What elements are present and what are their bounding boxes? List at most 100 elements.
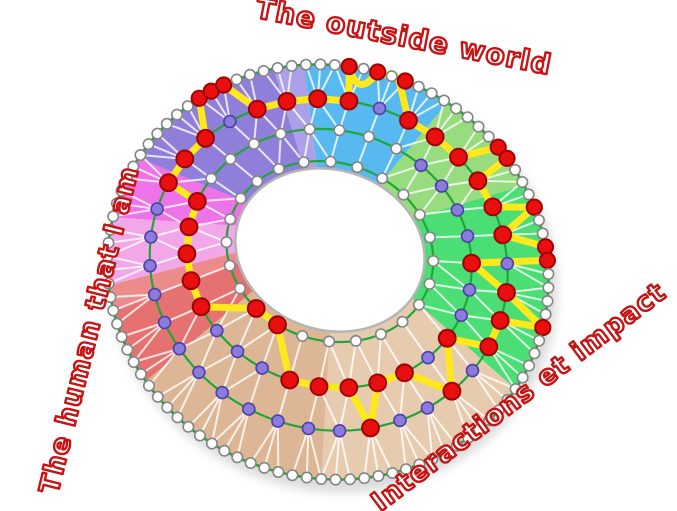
wheel-node[interactable]	[396, 315, 409, 328]
wheel-node[interactable]	[230, 73, 243, 86]
wheel-node[interactable]	[218, 444, 231, 457]
wheel-node[interactable]	[426, 452, 439, 465]
selected-node[interactable]	[489, 138, 507, 156]
wheel-node[interactable]	[215, 385, 229, 400]
selected-node[interactable]	[159, 173, 178, 193]
selected-node[interactable]	[498, 149, 516, 167]
wheel-node[interactable]	[220, 236, 233, 249]
wheel-node[interactable]	[522, 359, 535, 372]
wheel-node[interactable]	[271, 61, 284, 74]
wheel-node[interactable]	[397, 188, 410, 201]
wheel-node[interactable]	[528, 347, 541, 360]
wheel-node[interactable]	[438, 446, 451, 459]
wheel-node[interactable]	[121, 343, 134, 356]
wheel-node[interactable]	[182, 420, 195, 433]
wheel-node[interactable]	[372, 101, 387, 116]
wheel-node[interactable]	[111, 317, 124, 330]
wheel-node[interactable]	[297, 156, 310, 169]
wheel-node[interactable]	[421, 350, 435, 365]
selected-node[interactable]	[177, 244, 197, 264]
selected-node[interactable]	[462, 253, 482, 273]
wheel-node[interactable]	[171, 411, 184, 424]
wheel-node[interactable]	[423, 277, 436, 290]
wheel-node[interactable]	[412, 80, 425, 93]
wheel-node[interactable]	[301, 421, 316, 436]
wheel-node[interactable]	[434, 179, 449, 193]
wheel-node[interactable]	[376, 172, 389, 185]
selected-node[interactable]	[490, 311, 510, 330]
selected-node[interactable]	[309, 377, 329, 397]
wheel-node[interactable]	[315, 472, 328, 485]
wheel-node[interactable]	[144, 230, 158, 244]
wheel-node[interactable]	[285, 59, 298, 72]
wheel-node[interactable]	[143, 379, 156, 392]
wheel-node[interactable]	[147, 287, 162, 302]
wheel-node[interactable]	[115, 184, 128, 197]
selected-node[interactable]	[396, 72, 414, 90]
wheel-node[interactable]	[362, 130, 375, 143]
selected-node[interactable]	[449, 147, 468, 167]
wheel-node[interactable]	[223, 259, 236, 272]
selected-node[interactable]	[215, 76, 233, 94]
selected-node[interactable]	[187, 192, 207, 211]
wheel-node[interactable]	[224, 153, 237, 166]
wheel-node[interactable]	[205, 172, 218, 185]
wheel-node[interactable]	[393, 413, 407, 428]
wheel-node[interactable]	[151, 127, 164, 140]
wheel-node[interactable]	[462, 431, 475, 444]
wheel-node[interactable]	[450, 203, 465, 217]
wheel-node[interactable]	[438, 94, 451, 107]
wheel-node[interactable]	[386, 466, 399, 479]
wheel-node[interactable]	[465, 363, 480, 378]
selected-node[interactable]	[468, 171, 488, 191]
wheel-node[interactable]	[372, 469, 385, 482]
wheel-node[interactable]	[522, 188, 535, 201]
wheel-node[interactable]	[102, 277, 115, 290]
selected-node[interactable]	[191, 297, 211, 317]
wheel-node[interactable]	[127, 355, 140, 368]
wheel-node[interactable]	[242, 402, 256, 416]
wheel-node[interactable]	[161, 401, 174, 414]
wheel-node[interactable]	[541, 295, 554, 308]
wheel-node[interactable]	[296, 329, 309, 342]
selected-node[interactable]	[277, 92, 297, 111]
selected-node[interactable]	[308, 89, 328, 109]
wheel-node[interactable]	[374, 328, 387, 341]
selected-node[interactable]	[340, 57, 358, 76]
wheel-node[interactable]	[427, 255, 440, 268]
wheel-node[interactable]	[134, 368, 147, 381]
wheel-node[interactable]	[193, 429, 206, 442]
selected-node[interactable]	[493, 225, 513, 245]
selected-node[interactable]	[247, 99, 267, 119]
wheel-node[interactable]	[358, 472, 371, 485]
wheel-node[interactable]	[500, 256, 515, 271]
selected-node[interactable]	[442, 381, 462, 401]
wheel-node[interactable]	[274, 127, 287, 140]
wheel-node[interactable]	[192, 365, 206, 380]
wheel-node[interactable]	[414, 158, 428, 173]
selected-node[interactable]	[534, 319, 552, 337]
wheel-node[interactable]	[412, 298, 425, 311]
wheel-node[interactable]	[244, 456, 257, 469]
wheel-node[interactable]	[231, 451, 244, 464]
selected-node[interactable]	[246, 299, 266, 318]
wheel-node[interactable]	[171, 108, 184, 121]
wheel-node[interactable]	[115, 330, 128, 343]
wheel-node[interactable]	[539, 308, 552, 321]
wheel-node[interactable]	[516, 371, 529, 384]
wheel-node[interactable]	[472, 423, 485, 436]
selected-node[interactable]	[437, 328, 457, 348]
wheel-node[interactable]	[272, 162, 285, 175]
wheel-node[interactable]	[257, 65, 270, 78]
selected-node[interactable]	[361, 418, 380, 438]
wheel-node[interactable]	[272, 465, 285, 478]
wheel-node[interactable]	[303, 123, 316, 136]
wheel-node[interactable]	[255, 361, 269, 375]
wheel-node[interactable]	[251, 175, 264, 188]
wheel-node[interactable]	[234, 282, 247, 295]
wheel-node[interactable]	[286, 469, 299, 482]
wheel-node[interactable]	[450, 439, 463, 452]
selected-node[interactable]	[395, 363, 414, 383]
wheel-node[interactable]	[300, 471, 313, 484]
wheel-node[interactable]	[142, 138, 155, 151]
